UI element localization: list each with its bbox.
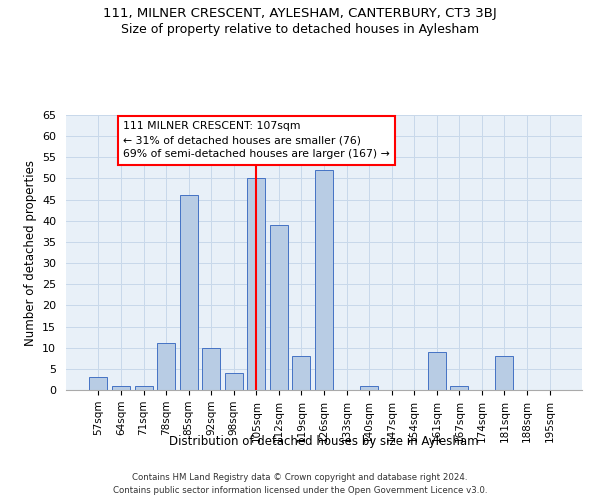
Bar	[225, 373, 243, 390]
Bar	[496, 356, 514, 390]
Bar	[157, 344, 175, 390]
Text: Distribution of detached houses by size in Aylesham: Distribution of detached houses by size …	[169, 435, 479, 448]
Text: Size of property relative to detached houses in Aylesham: Size of property relative to detached ho…	[121, 22, 479, 36]
Bar	[360, 386, 378, 390]
Y-axis label: Number of detached properties: Number of detached properties	[23, 160, 37, 346]
Text: Contains HM Land Registry data © Crown copyright and database right 2024.
Contai: Contains HM Land Registry data © Crown c…	[113, 474, 487, 495]
Bar	[179, 196, 198, 390]
Bar	[292, 356, 310, 390]
Bar	[134, 386, 152, 390]
Bar	[428, 352, 446, 390]
Bar	[315, 170, 333, 390]
Text: 111 MILNER CRESCENT: 107sqm
← 31% of detached houses are smaller (76)
69% of sem: 111 MILNER CRESCENT: 107sqm ← 31% of det…	[123, 122, 390, 160]
Bar	[202, 348, 220, 390]
Bar	[112, 386, 130, 390]
Text: 111, MILNER CRESCENT, AYLESHAM, CANTERBURY, CT3 3BJ: 111, MILNER CRESCENT, AYLESHAM, CANTERBU…	[103, 8, 497, 20]
Bar	[89, 378, 107, 390]
Bar	[270, 225, 288, 390]
Bar	[450, 386, 469, 390]
Bar	[247, 178, 265, 390]
